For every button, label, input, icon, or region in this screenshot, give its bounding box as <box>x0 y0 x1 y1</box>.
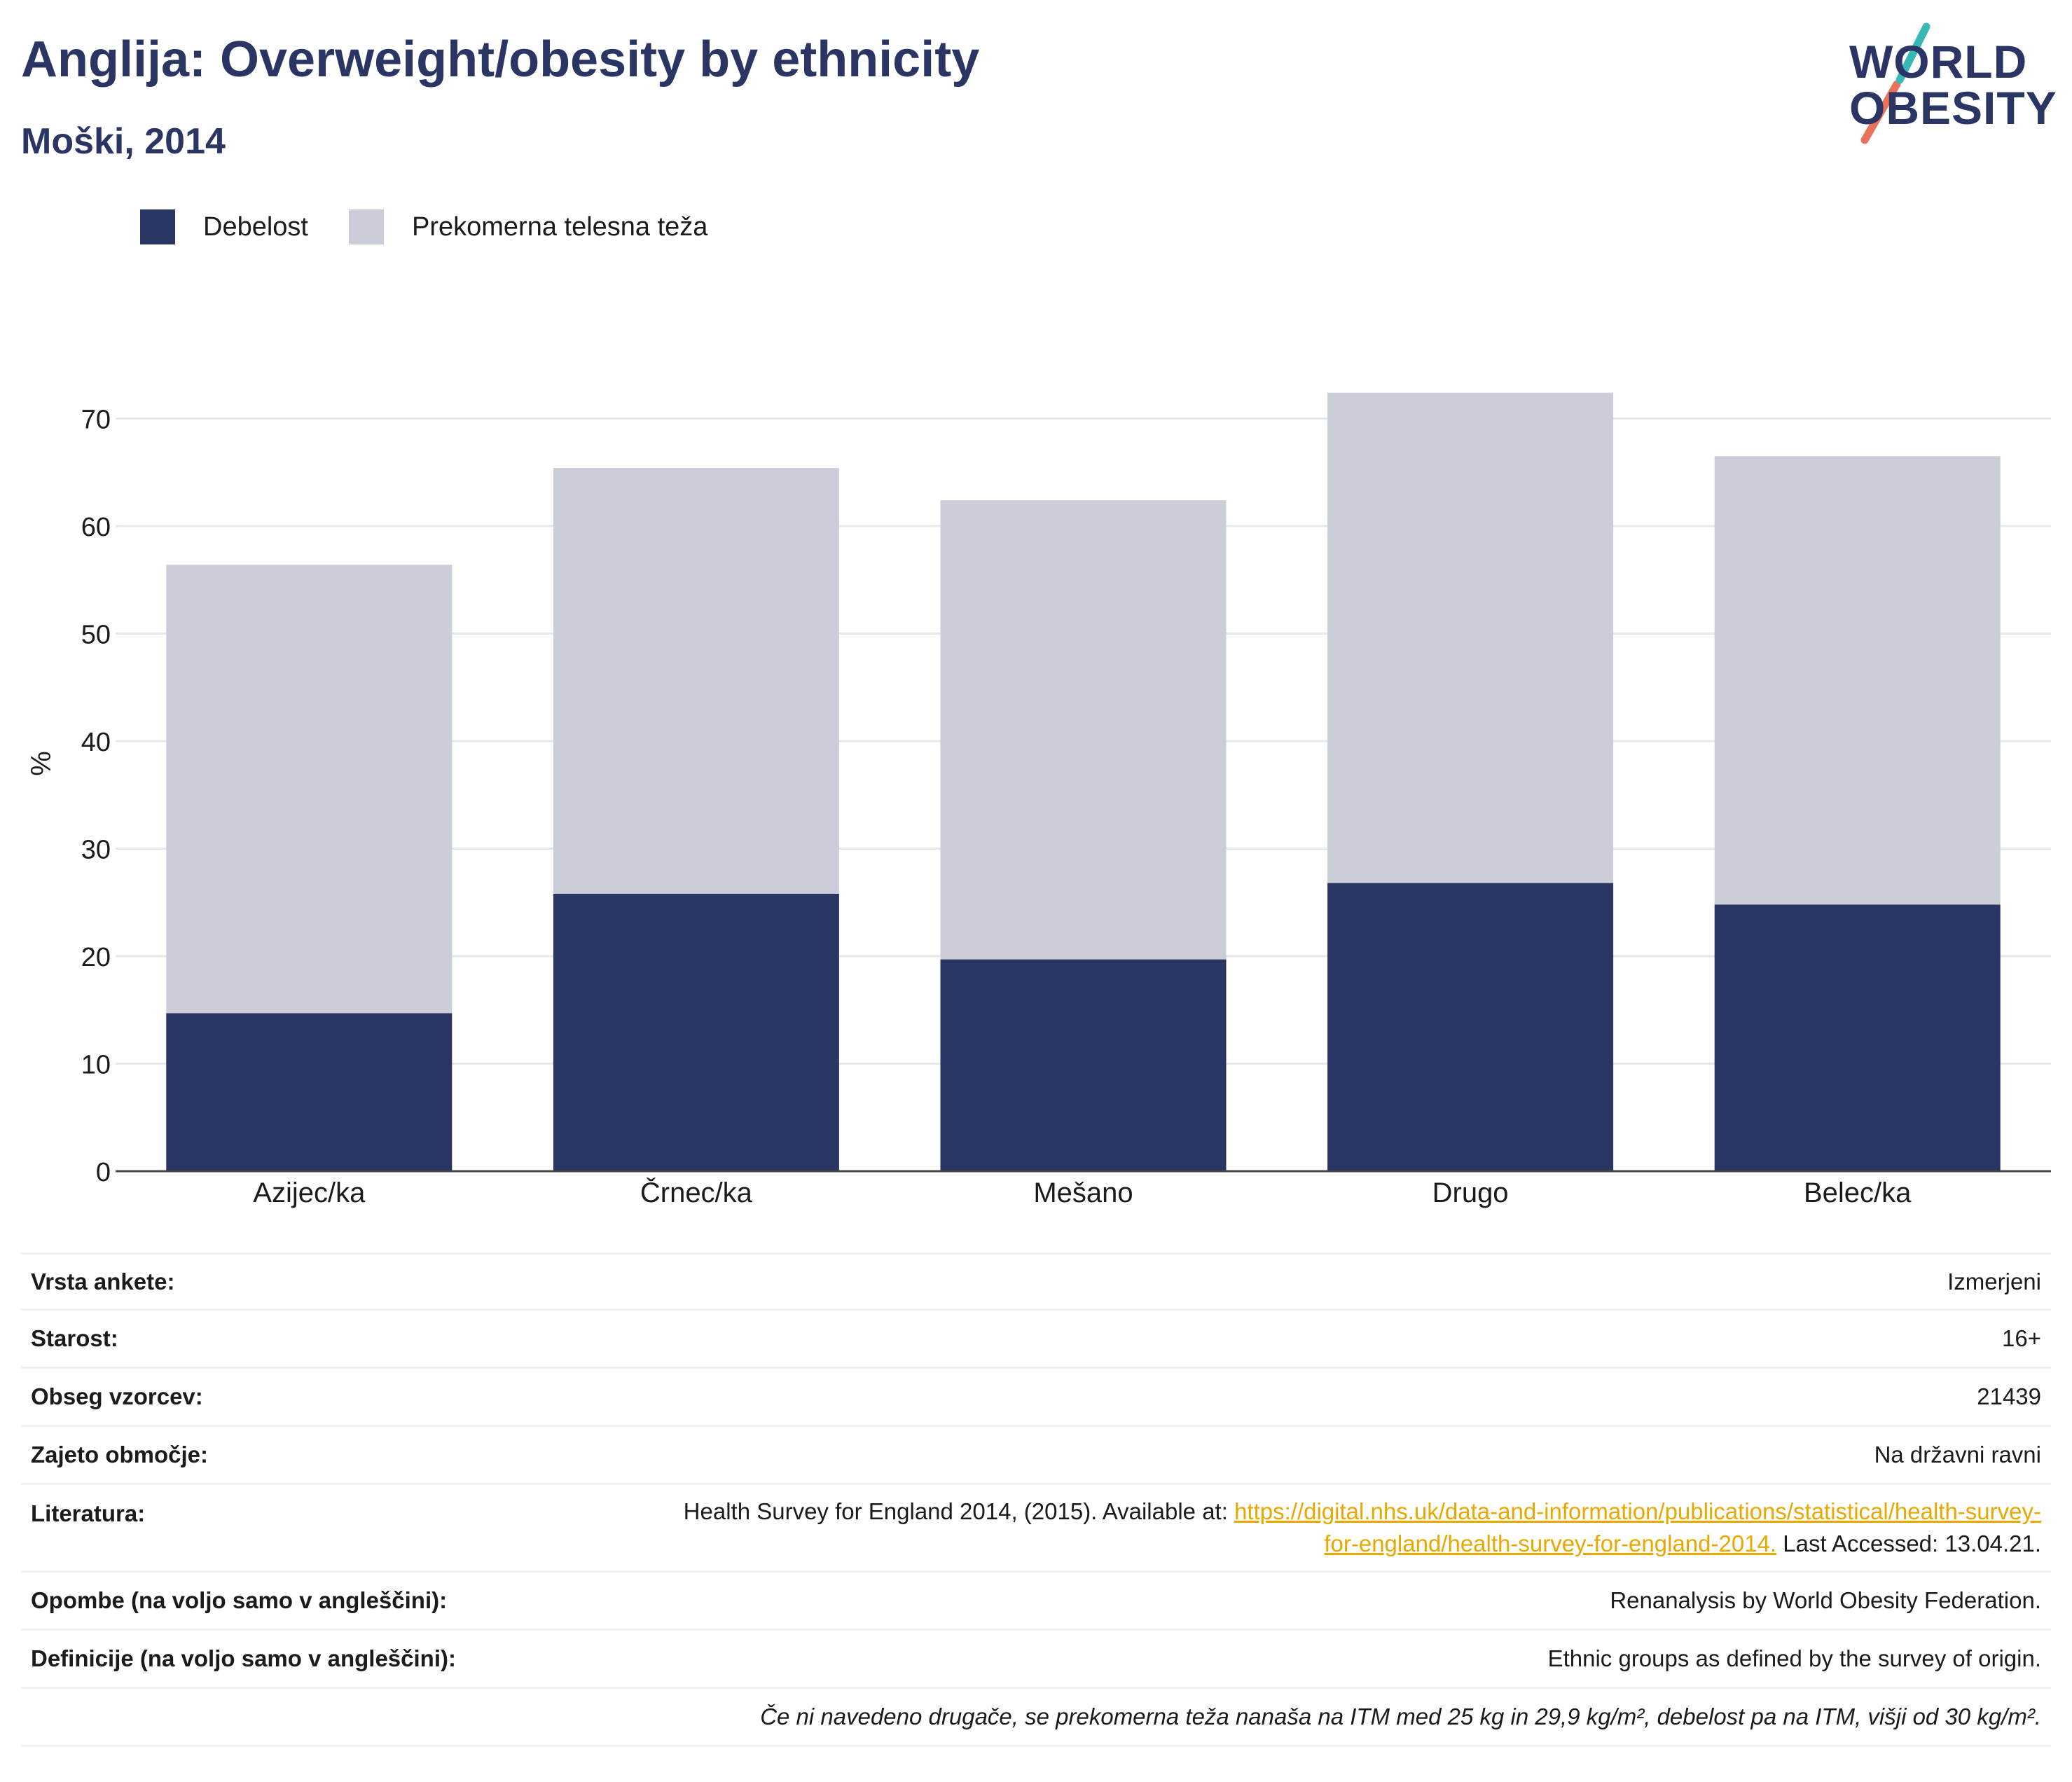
meta-row-definitions: Definicije (na voljo samo v angleščini):… <box>21 1629 2051 1689</box>
meta-label: Starost: <box>21 1309 671 1369</box>
bar-overweight <box>1714 456 2001 905</box>
meta-value-literature: Health Survey for England 2014, (2015). … <box>671 1484 2051 1573</box>
y-axis-label: % <box>26 751 57 776</box>
literature-link-continued[interactable]: for-england/health-survey-for-england-20… <box>1324 1531 1777 1556</box>
literature-prefix: Health Survey for England 2014, (2015). … <box>683 1498 1235 1524</box>
literature-link[interactable]: https://digital.nhs.uk/data-and-informat… <box>1234 1498 2041 1524</box>
chart-legend: Debelost Prekomerna telesna teža <box>140 207 748 247</box>
x-tick-label: Črnec/ka <box>640 1177 753 1208</box>
x-tick-label: Mešano <box>1033 1177 1133 1208</box>
y-tick-label: 20 <box>81 943 111 972</box>
meta-value: Na državni ravni <box>671 1425 2051 1485</box>
y-tick-label: 0 <box>96 1158 111 1187</box>
legend-swatch-obesity <box>140 209 175 244</box>
chart-title: Anglija: Overweight/obesity by ethnicity <box>21 32 980 88</box>
literature-suffix: Last Accessed: 13.04.21. <box>1776 1531 2041 1556</box>
logo-slash-icon <box>1860 22 1931 144</box>
meta-label: Obseg vzorcev: <box>21 1367 671 1427</box>
legend-item-overweight: Prekomerna telesna teža <box>348 209 708 244</box>
meta-label: Literatura: <box>21 1484 671 1573</box>
meta-value: 16+ <box>671 1309 2051 1369</box>
logo-text-obesity: OBESITY <box>1849 82 2057 134</box>
bar-overweight <box>940 500 1227 960</box>
meta-row-coverage: Zajeto območje: Na državni ravni <box>21 1425 2051 1485</box>
legend-label-overweight: Prekomerna telesna teža <box>411 212 708 242</box>
meta-value: Renanalysis by World Obesity Federation. <box>671 1571 2051 1631</box>
meta-row-footnote: Če ni navedeno drugače, se prekomerna te… <box>21 1687 2051 1747</box>
metadata-table: Vrsta ankete: Izmerjeni Starost: 16+ Obs… <box>21 1252 2051 1747</box>
meta-row-survey-type: Vrsta ankete: Izmerjeni <box>21 1252 2051 1311</box>
bar-obesity <box>553 893 839 1171</box>
meta-label: Zajeto območje: <box>21 1425 671 1485</box>
meta-value: Izmerjeni <box>671 1252 2051 1311</box>
chart-subtitle: Moški, 2014 <box>21 121 226 162</box>
bar-overweight <box>553 468 839 894</box>
stacked-bar-chart: 0 10 20 30 40 50 60 70% Azijec/ka Črnec/ka Mešano D… <box>26 392 2051 1208</box>
meta-label: Vrsta ankete: <box>21 1252 671 1311</box>
meta-row-notes: Opombe (na voljo samo v angleščini): Ren… <box>21 1571 2051 1631</box>
bar-obesity <box>1327 883 1614 1171</box>
legend-item-obesity: Debelost <box>140 209 308 244</box>
y-tick-label: 40 <box>81 728 111 757</box>
legend-swatch-overweight <box>348 209 384 244</box>
meta-row-literature: Literatura: Health Survey for England 20… <box>21 1484 2051 1573</box>
x-tick-label: Drugo <box>1432 1177 1509 1208</box>
x-tick-label: Azijec/ka <box>253 1177 366 1208</box>
meta-value: 21439 <box>671 1367 2051 1427</box>
logo-text-world: WORLD <box>1849 36 2028 88</box>
bar-obesity <box>1714 904 2001 1171</box>
legend-label-obesity: Debelost <box>203 212 308 242</box>
x-tick-label: Belec/ka <box>1804 1177 1912 1208</box>
meta-label: Definicije (na voljo samo v angleščini): <box>21 1629 671 1689</box>
bar-overweight <box>166 565 453 1014</box>
meta-value: Ethnic groups as defined by the survey o… <box>671 1629 2051 1689</box>
y-tick-label: 30 <box>81 836 111 865</box>
y-tick-label: 60 <box>81 513 111 542</box>
bar-obesity <box>940 959 1227 1171</box>
meta-label: Opombe (na voljo samo v angleščini): <box>21 1571 671 1631</box>
bar-obesity <box>166 1013 453 1171</box>
y-tick-label: 10 <box>81 1051 111 1080</box>
world-obesity-logo: WORLD OBESITY <box>1821 20 2059 146</box>
y-tick-label: 50 <box>81 621 111 650</box>
footnote: Če ni navedeno drugače, se prekomerna te… <box>21 1687 2051 1747</box>
bar-overweight <box>1327 392 1614 883</box>
y-tick-label: 70 <box>81 406 111 435</box>
meta-row-sample-size: Obseg vzorcev: 21439 <box>21 1367 2051 1427</box>
meta-row-age: Starost: 16+ <box>21 1309 2051 1369</box>
